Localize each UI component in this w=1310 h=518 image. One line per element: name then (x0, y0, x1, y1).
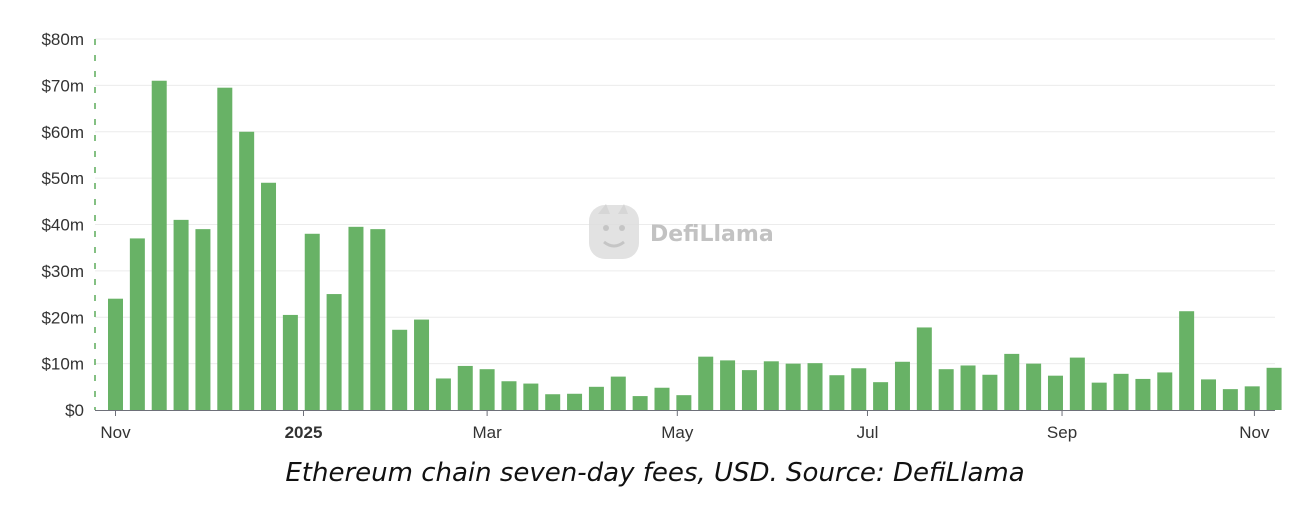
fee-bar (282, 314, 298, 410)
fee-bar (239, 131, 255, 410)
llama-logo-icon (589, 204, 639, 259)
fee-bar (195, 229, 211, 410)
fee-bar (479, 369, 495, 410)
fee-bar (1157, 372, 1173, 410)
fee-bar (785, 363, 801, 410)
fee-bar (829, 375, 845, 410)
y-tick-label: $80m (41, 30, 84, 49)
x-tick-label: Sep (1047, 423, 1077, 442)
fee-bar (807, 363, 823, 410)
fee-bar (916, 327, 932, 410)
y-tick-label: $50m (41, 169, 84, 188)
fee-bar (741, 370, 757, 410)
fee-bar (851, 368, 867, 410)
x-tick-label: 2025 (285, 423, 323, 442)
fee-bar (720, 360, 736, 410)
fee-bar (261, 182, 277, 410)
fee-bar (763, 361, 779, 410)
fee-bar (414, 319, 430, 410)
fee-bar (108, 298, 123, 410)
fee-bar (610, 376, 626, 410)
fee-bar (370, 229, 386, 410)
fee-bar (938, 369, 954, 410)
fee-bar (392, 329, 408, 410)
chart-caption: Ethereum chain seven-day fees, USD. Sour… (285, 458, 1025, 488)
fee-bar (1201, 379, 1216, 410)
fee-bar (567, 393, 583, 410)
fee-bar (1026, 363, 1042, 410)
fee-bar (873, 382, 889, 410)
fee-bar (348, 226, 364, 410)
y-tick-label: $60m (41, 123, 84, 142)
y-tick-label: $20m (41, 308, 84, 327)
y-tick-label: $40m (41, 216, 84, 235)
x-tick-label: Nov (100, 423, 131, 442)
fee-bar (1179, 311, 1195, 410)
fee-bar (1113, 373, 1129, 410)
fee-bar (1069, 357, 1085, 410)
axes: $0 $10m $20m $30m $40m $50m $60m $70m $80m Nov 202… (41, 30, 1275, 442)
fee-bar (1266, 367, 1282, 410)
defillama-watermark: DefiLlama (589, 204, 774, 259)
x-tick-label: Nov (1239, 423, 1270, 442)
fee-bar (1244, 386, 1260, 410)
y-tick-label: $30m (41, 262, 84, 281)
fee-bar (217, 87, 233, 410)
fee-bar (129, 238, 145, 410)
fee-bar (960, 365, 976, 410)
fee-bar (588, 386, 604, 410)
fee-bar (173, 219, 189, 410)
fee-bar (894, 361, 910, 410)
fee-bar (1222, 389, 1238, 410)
fee-bar (1091, 382, 1107, 410)
fee-bar (457, 365, 473, 410)
fee-bar (304, 233, 320, 410)
fee-bar (435, 378, 451, 410)
fee-bar (1047, 375, 1063, 410)
x-tick-label: Mar (472, 423, 502, 442)
y-tick-label: $0 (65, 401, 84, 420)
x-tick-label: May (661, 423, 694, 442)
fee-bar (982, 374, 998, 410)
fee-bar (654, 387, 670, 410)
fees-bar-chart: DefiLlama $0 $10m $20m $30m $40m $50m $60m $70m… (41, 30, 1282, 442)
x-tick-label: Jul (857, 423, 879, 442)
y-tick-label: $10m (41, 355, 84, 374)
watermark-text: DefiLlama (650, 222, 774, 247)
fee-bar (501, 381, 517, 410)
fee-bar (545, 394, 561, 410)
fee-bar (632, 396, 648, 410)
fee-bar (1135, 378, 1151, 410)
fee-bar (326, 294, 342, 410)
y-tick-label: $70m (41, 76, 84, 95)
fee-bar (523, 383, 539, 410)
fee-bar (1004, 353, 1020, 410)
fee-bar (698, 356, 714, 410)
fee-bar (151, 80, 167, 411)
fee-bar (676, 395, 692, 410)
bars (108, 80, 1282, 411)
